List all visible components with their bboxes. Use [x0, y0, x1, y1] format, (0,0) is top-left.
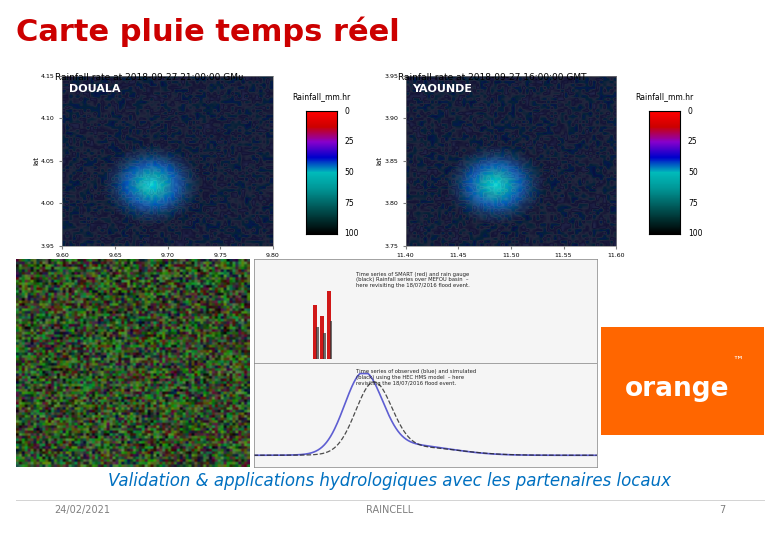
Bar [320, 316, 324, 359]
Bar [323, 333, 325, 359]
Text: 25: 25 [345, 138, 354, 146]
Bar [316, 327, 319, 359]
Text: Rainfall rate at 2018-09-27 16:00:00 GMT: Rainfall rate at 2018-09-27 16:00:00 GMT [398, 73, 587, 82]
Text: Time series of observed (blue) and simulated
(black) using the HEC HMS model  – : Time series of observed (blue) and simul… [356, 369, 477, 386]
Text: 0: 0 [688, 107, 693, 116]
Text: Time series of SMART (red) and rain gauge
(black) Rainfall series over MEFOU bas: Time series of SMART (red) and rain gaug… [356, 272, 470, 288]
Text: 100: 100 [688, 230, 702, 238]
Bar [327, 291, 331, 359]
Text: ™: ™ [732, 356, 744, 366]
Text: Carte pluie temps réel: Carte pluie temps réel [16, 16, 399, 46]
X-axis label: lon: lon [505, 260, 516, 266]
Text: Rainfall_mm.hr: Rainfall_mm.hr [636, 92, 693, 101]
Text: 50: 50 [688, 168, 697, 177]
Text: 75: 75 [688, 199, 697, 208]
Text: YAOUNDE: YAOUNDE [412, 84, 472, 94]
Text: DOUALA: DOUALA [69, 84, 120, 94]
Text: 25: 25 [688, 138, 697, 146]
Text: 0: 0 [345, 107, 349, 116]
Text: 24/02/2021: 24/02/2021 [55, 505, 111, 515]
Text: Validation & applications hydrologiques avec les partenaires locaux: Validation & applications hydrologiques … [108, 472, 672, 490]
Text: RAINCELL: RAINCELL [367, 505, 413, 515]
Text: 7: 7 [719, 505, 725, 515]
Text: Rainfall_mm.hr: Rainfall_mm.hr [292, 92, 350, 101]
Text: Rainfall rate at 2018-09-27 21:00:00 GMᴜ: Rainfall rate at 2018-09-27 21:00:00 GMᴜ [55, 73, 243, 82]
Y-axis label: lat: lat [377, 156, 383, 165]
Bar [330, 321, 332, 359]
Text: 100: 100 [345, 230, 359, 238]
Y-axis label: lat: lat [34, 156, 40, 165]
Text: 75: 75 [345, 199, 354, 208]
Text: 50: 50 [345, 168, 354, 177]
Bar [314, 305, 317, 359]
Text: orange: orange [626, 376, 730, 402]
